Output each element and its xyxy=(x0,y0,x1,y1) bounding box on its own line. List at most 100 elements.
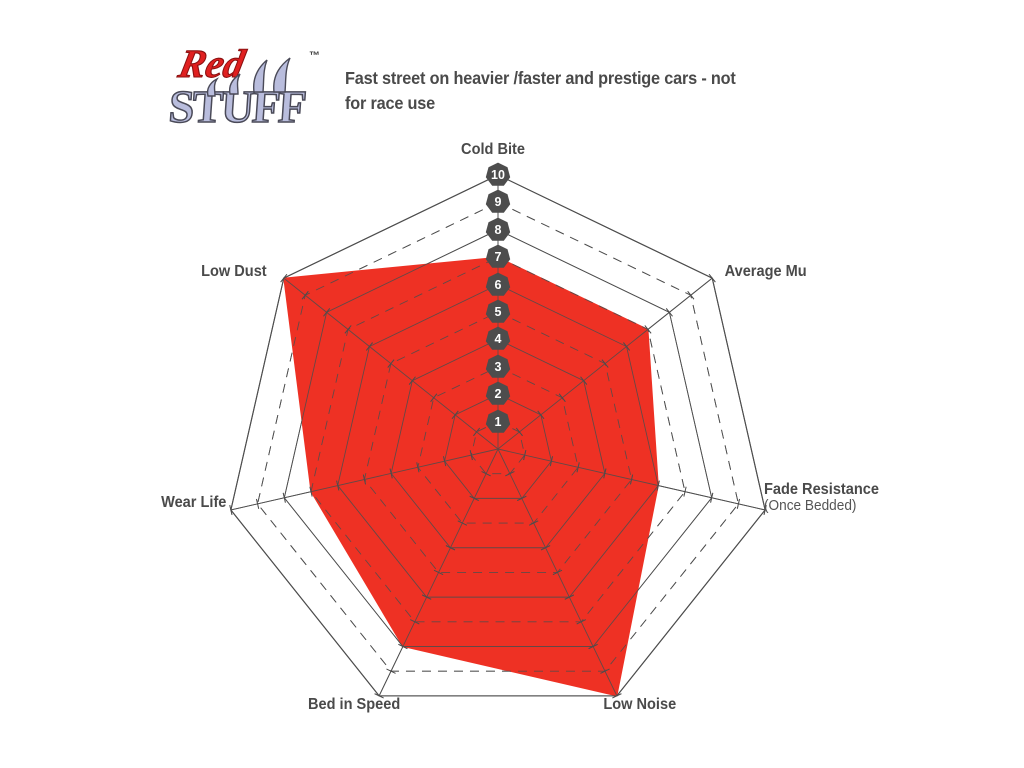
tick-mark xyxy=(410,619,420,625)
tick-mark xyxy=(389,468,393,479)
tick-mark xyxy=(683,486,687,497)
scale-badge-label: 4 xyxy=(494,332,502,347)
tick-mark xyxy=(580,376,588,385)
axis-label-low-noise: Low Noise xyxy=(603,696,677,713)
scale-badge-label: 3 xyxy=(494,359,502,374)
tick-mark xyxy=(386,668,396,674)
axis-label-low-dust: Low Dust xyxy=(201,263,267,280)
tick-mark xyxy=(374,693,384,699)
tick-mark xyxy=(736,498,740,509)
tick-mark xyxy=(505,471,515,477)
tick-mark xyxy=(365,342,373,351)
grid-ring-4 xyxy=(390,338,606,549)
scale-badge-8: 8 xyxy=(485,217,511,243)
badge-shape xyxy=(485,189,511,214)
grid-ring-8 xyxy=(283,229,713,647)
scale-badge-5: 5 xyxy=(485,299,511,325)
badge-shape xyxy=(485,409,511,433)
scale-badge-label: 6 xyxy=(494,277,502,292)
axis-label-fade-resistance-sub: (Once Bedded) xyxy=(764,498,857,514)
tick-mark xyxy=(623,342,631,351)
grid-ring-9 xyxy=(257,201,739,672)
tick-mark xyxy=(710,492,714,503)
radar-ticks-overlay xyxy=(229,273,767,699)
tick-mark xyxy=(540,545,551,551)
tick-mark xyxy=(362,474,366,485)
axis-label-average-mu: Average Mu xyxy=(724,263,807,280)
grid-ring-3 xyxy=(417,366,579,524)
scale-badge-7: 7 xyxy=(485,244,511,270)
tick-mark xyxy=(656,480,660,491)
svg-text:Red: Red xyxy=(174,41,250,86)
tick-mark xyxy=(469,450,473,461)
badge-shape xyxy=(485,299,511,323)
axis-label-cold-bite: Cold Bite xyxy=(461,141,525,158)
tick-mark xyxy=(451,410,459,420)
tick-mark xyxy=(665,308,673,317)
scale-badge-label: 1 xyxy=(494,414,502,429)
tick-mark xyxy=(229,505,233,515)
tick-mark xyxy=(445,545,456,551)
grid-ring-1 xyxy=(470,421,526,475)
tick-mark xyxy=(600,668,610,674)
redstuff-logo: Red STUFF ™ xyxy=(168,34,320,134)
tick-mark xyxy=(309,486,313,497)
tick-mark xyxy=(457,520,468,526)
badge-shape xyxy=(485,326,511,351)
badge-shape xyxy=(485,162,511,186)
tick-mark xyxy=(469,495,479,501)
tick-mark xyxy=(528,520,539,526)
scale-badge-4: 4 xyxy=(485,326,511,352)
tick-mark xyxy=(473,427,481,437)
axis-label-wear-life: Wear Life xyxy=(161,494,227,511)
tick-mark xyxy=(408,376,416,385)
grid-ring-6 xyxy=(337,284,659,598)
trademark-symbol: ™ xyxy=(309,50,320,62)
tick-mark xyxy=(398,643,408,650)
grid-ring-7 xyxy=(310,256,686,623)
axis-label-bed-in-speed: Bed in Speed xyxy=(307,696,401,713)
page-title: Fast street on heavier /faster and prest… xyxy=(345,68,736,113)
tick-mark xyxy=(256,498,260,509)
tick-mark xyxy=(576,619,586,625)
tick-mark xyxy=(549,456,553,467)
tick-mark xyxy=(644,325,652,334)
tick-mark xyxy=(387,359,395,368)
tick-mark xyxy=(763,505,767,515)
scale-badge-label: 5 xyxy=(494,305,502,319)
tick-mark xyxy=(552,569,563,576)
tick-mark xyxy=(416,462,420,473)
badge-shape xyxy=(485,244,511,268)
grid-ring-2 xyxy=(444,393,552,499)
badge-shape xyxy=(485,354,511,378)
tick-mark xyxy=(687,291,695,300)
tick-mark xyxy=(301,291,309,300)
tick-mark xyxy=(523,450,527,461)
tick-mark xyxy=(433,569,444,576)
tick-mark xyxy=(708,273,716,283)
axis-label-fade-resistance: Fade Resistance (Once Bedded) xyxy=(764,481,879,515)
tick-mark xyxy=(323,308,331,317)
badge-shape xyxy=(485,272,511,296)
badge-shape xyxy=(485,217,511,241)
grid-ring-5 xyxy=(363,311,633,573)
scale-badge-1: 1 xyxy=(485,409,511,435)
logo-artwork: Red STUFF xyxy=(168,41,307,133)
tick-mark xyxy=(558,393,566,402)
tick-mark xyxy=(588,643,598,650)
scale-badge-6: 6 xyxy=(485,272,511,298)
scale-badge-label: 10 xyxy=(491,168,505,182)
badge-shape xyxy=(485,381,511,405)
radar-grid-overlay xyxy=(230,174,766,697)
tick-mark xyxy=(336,480,340,491)
tick-mark xyxy=(603,468,607,479)
tick-mark xyxy=(612,693,622,699)
tick-mark xyxy=(282,492,286,503)
scale-badge-2: 2 xyxy=(485,381,511,407)
tick-mark xyxy=(537,410,545,420)
scale-badge-label: 9 xyxy=(494,195,502,210)
scale-badge-label: 7 xyxy=(494,250,502,265)
